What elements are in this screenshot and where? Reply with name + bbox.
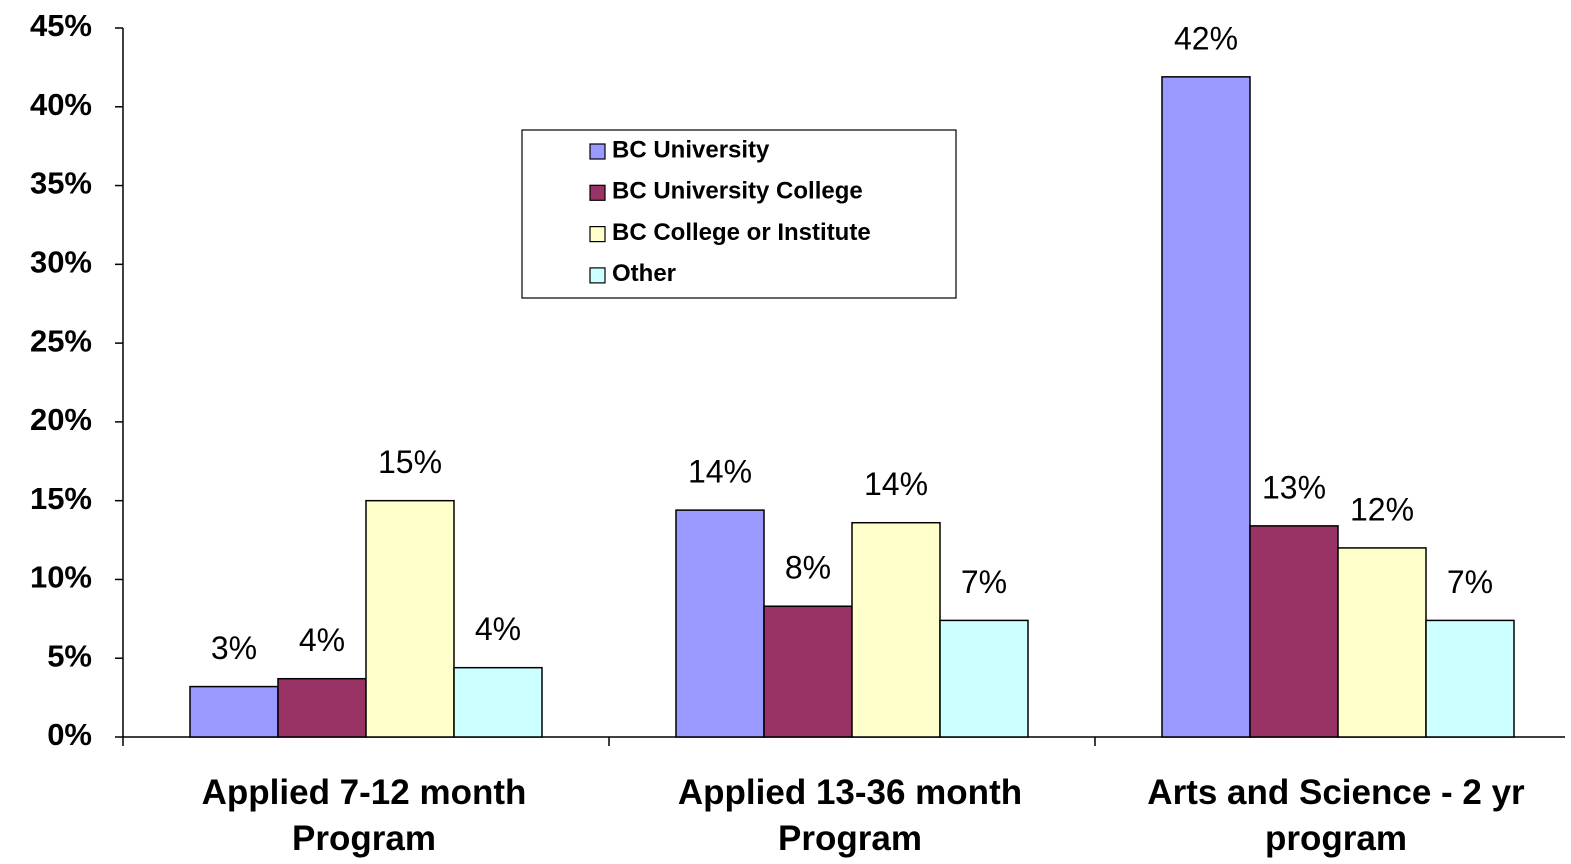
bar xyxy=(675,509,765,738)
legend-label: Other xyxy=(612,260,676,287)
bar xyxy=(365,499,455,738)
y-tick-label: 10% xyxy=(30,560,92,595)
y-tick-label: 25% xyxy=(30,323,92,358)
y-tick-label: 15% xyxy=(30,481,92,516)
bar xyxy=(1425,619,1515,738)
y-tick-label: 35% xyxy=(30,166,92,201)
bar xyxy=(1161,76,1251,738)
bar xyxy=(189,685,279,738)
value-label: 12% xyxy=(1350,491,1414,527)
bar xyxy=(1249,525,1339,738)
x-tick-label: Applied 7-12 month Program xyxy=(201,773,527,858)
y-tick-label: 30% xyxy=(30,245,92,280)
bar xyxy=(1337,547,1427,738)
value-label: 7% xyxy=(961,564,1007,600)
legend-swatch xyxy=(589,267,606,284)
value-label: 13% xyxy=(1262,469,1326,505)
bar xyxy=(453,666,543,738)
bar xyxy=(763,605,853,738)
bar xyxy=(851,521,941,738)
value-label: 15% xyxy=(378,444,442,480)
legend-swatch xyxy=(589,143,606,160)
y-tick-label: 45% xyxy=(30,8,92,43)
value-label: 8% xyxy=(785,550,831,586)
value-label: 4% xyxy=(299,622,345,658)
y-tick-label: 5% xyxy=(47,638,92,673)
value-label: 42% xyxy=(1174,20,1238,56)
legend-label: BC University College xyxy=(612,178,863,205)
value-label: 4% xyxy=(475,611,521,647)
legend-swatch xyxy=(589,184,606,201)
bar xyxy=(939,619,1029,738)
value-label: 14% xyxy=(688,454,752,490)
y-tick-label: 0% xyxy=(47,717,92,752)
bar xyxy=(277,677,367,738)
value-label: 7% xyxy=(1447,564,1493,600)
value-label: 14% xyxy=(864,466,928,502)
legend-label: BC College or Institute xyxy=(612,219,871,246)
value-label: 3% xyxy=(211,630,257,666)
x-tick-label: Applied 13-36 month Program xyxy=(677,773,1023,858)
x-tick-label: Arts and Science - 2 yr program xyxy=(1147,773,1525,858)
legend-label: BC University xyxy=(612,136,770,163)
legend-swatch xyxy=(589,226,606,243)
y-tick-label: 20% xyxy=(30,402,92,437)
y-tick-label: 40% xyxy=(30,87,92,122)
